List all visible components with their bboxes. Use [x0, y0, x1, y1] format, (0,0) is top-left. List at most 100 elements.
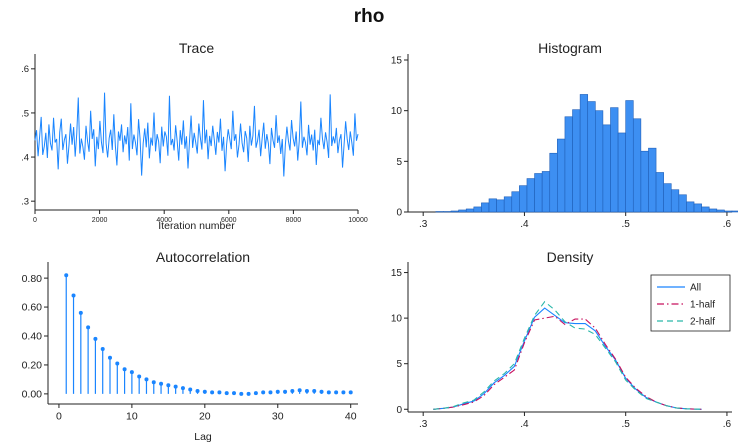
autocorrelation-y-tick-label: 0.20 [22, 360, 43, 372]
autocorrelation-point [100, 347, 105, 352]
autocorrelation-y-tick-label: 0.00 [22, 389, 43, 401]
histogram-bar [701, 206, 710, 213]
trace-x-tick-label: 10000 [348, 217, 368, 224]
histogram-bar [686, 201, 695, 213]
histogram-bar [640, 150, 649, 213]
histogram-bar [526, 178, 535, 213]
autocorrelation-point [348, 390, 353, 395]
trace-x-tick-label: 4000 [156, 217, 172, 224]
trace-y-tick-label: .6 [21, 64, 29, 75]
autocorrelation-point [319, 389, 324, 394]
autocorrelation-point [283, 389, 288, 394]
autocorrelation-point [297, 388, 302, 393]
histogram-bar [473, 206, 482, 213]
histogram-bars [435, 94, 738, 213]
trace-x-tick-label: 0 [33, 217, 37, 224]
autocorrelation-y-tick-label: 0.60 [22, 302, 43, 314]
autocorrelation-point [129, 370, 134, 375]
density-y-tick-label: 0 [396, 405, 402, 416]
histogram-x-tick-label: .5 [622, 219, 631, 230]
density-x-tick-label: .3 [419, 419, 428, 430]
histogram-bar [678, 194, 687, 213]
trace-x-axis-title: Iteration number [158, 220, 235, 232]
histogram-bar [488, 198, 497, 213]
histogram-bar [693, 203, 702, 213]
autocorrelation-point [166, 383, 171, 388]
autocorrelation-point [334, 390, 339, 395]
autocorrelation-x-tick-label: 30 [272, 411, 284, 423]
histogram-title: Histogram [538, 40, 602, 56]
density-y-tick-label: 10 [391, 314, 403, 325]
histogram-y-tick-label: 0 [396, 208, 402, 219]
histogram-bar [579, 94, 589, 213]
autocorrelation-point [224, 391, 229, 396]
autocorrelation-point [86, 325, 91, 330]
autocorrelation-point [312, 388, 317, 393]
density-legend-label: 1-half [690, 300, 715, 311]
trace-y-tick-label: .4 [21, 152, 29, 163]
autocorrelation-point [261, 390, 266, 395]
autocorrelation-point [180, 386, 185, 391]
autocorrelation-x-tick-label: 0 [56, 411, 62, 423]
histogram-bar [610, 107, 619, 213]
histogram-bar [617, 132, 626, 213]
autocorrelation-point [275, 389, 280, 394]
histogram-bar [450, 210, 459, 213]
autocorrelation-point [202, 389, 207, 394]
autocorrelation-point [341, 390, 346, 395]
histogram-bar [511, 191, 520, 213]
autocorrelation-point [210, 390, 215, 395]
histogram-bar [602, 124, 611, 213]
histogram-bar [572, 109, 581, 213]
histogram-bar [670, 189, 680, 213]
histogram-bar [496, 199, 505, 213]
histogram-x-tick-label: .4 [520, 219, 529, 230]
histogram-bar [541, 171, 551, 213]
autocorrelation-point [268, 390, 273, 395]
histogram-x-tick-label: .3 [419, 219, 428, 230]
autocorrelation-point [93, 336, 98, 341]
autocorrelation-point [239, 391, 244, 396]
autocorrelation-point [232, 391, 236, 396]
density-y-tick-label: 15 [391, 268, 403, 279]
density-x-tick-label: .5 [622, 419, 631, 430]
autocorrelation-point [304, 388, 309, 393]
autocorrelation-point [195, 388, 200, 393]
autocorrelation-point [78, 310, 83, 315]
autocorrelation-point [253, 391, 258, 396]
trace-y-tick-label: .5 [21, 108, 29, 119]
histogram-bar [435, 211, 444, 213]
histogram-bar [465, 208, 475, 213]
autocorrelation-y-tick-label: 0.40 [22, 331, 43, 343]
figure-title: rho [353, 6, 385, 27]
histogram-bar [549, 152, 558, 213]
histogram-bar [534, 173, 543, 213]
histogram-bar [632, 118, 642, 213]
autocorrelation-point [159, 381, 164, 386]
autocorrelation-point [144, 377, 149, 382]
histogram-bar [716, 209, 725, 213]
density-legend: All 1-half 2-half [650, 274, 731, 332]
trace-axes: 0 2000 4000 6000 8000 10000 .3 .4 .5 .6 Trace Itera… [21, 40, 368, 232]
trace-title: Trace [179, 40, 214, 56]
histogram-bar [731, 210, 738, 213]
autocorrelation-axes: 0 10 20 30 40 0.00 0.20 0.40 0.60 0.80 Autocorrela… [22, 249, 358, 442]
histogram-bar [519, 185, 528, 213]
autocorrelation-point [71, 293, 76, 298]
histogram-bar [724, 210, 733, 213]
histogram-y-tick-label: 5 [396, 157, 402, 168]
histogram-bar [595, 110, 604, 213]
trace-series-line [34, 92, 359, 177]
density-axes: .3 .4 .5 .6 0 5 10 15 Density [391, 249, 732, 430]
density-line-2-half [433, 300, 702, 410]
autocorrelation-point [122, 367, 127, 372]
density-x-tick-label: .4 [520, 419, 529, 430]
histogram-x-tick-label: .6 [723, 219, 732, 230]
density-line-1-half [433, 315, 702, 410]
histogram-bar [443, 211, 452, 213]
autocorrelation-point [217, 390, 222, 395]
autocorrelation-x-tick-label: 40 [345, 411, 357, 423]
histogram-bar [481, 202, 490, 213]
autocorrelation-spikes [64, 273, 353, 396]
